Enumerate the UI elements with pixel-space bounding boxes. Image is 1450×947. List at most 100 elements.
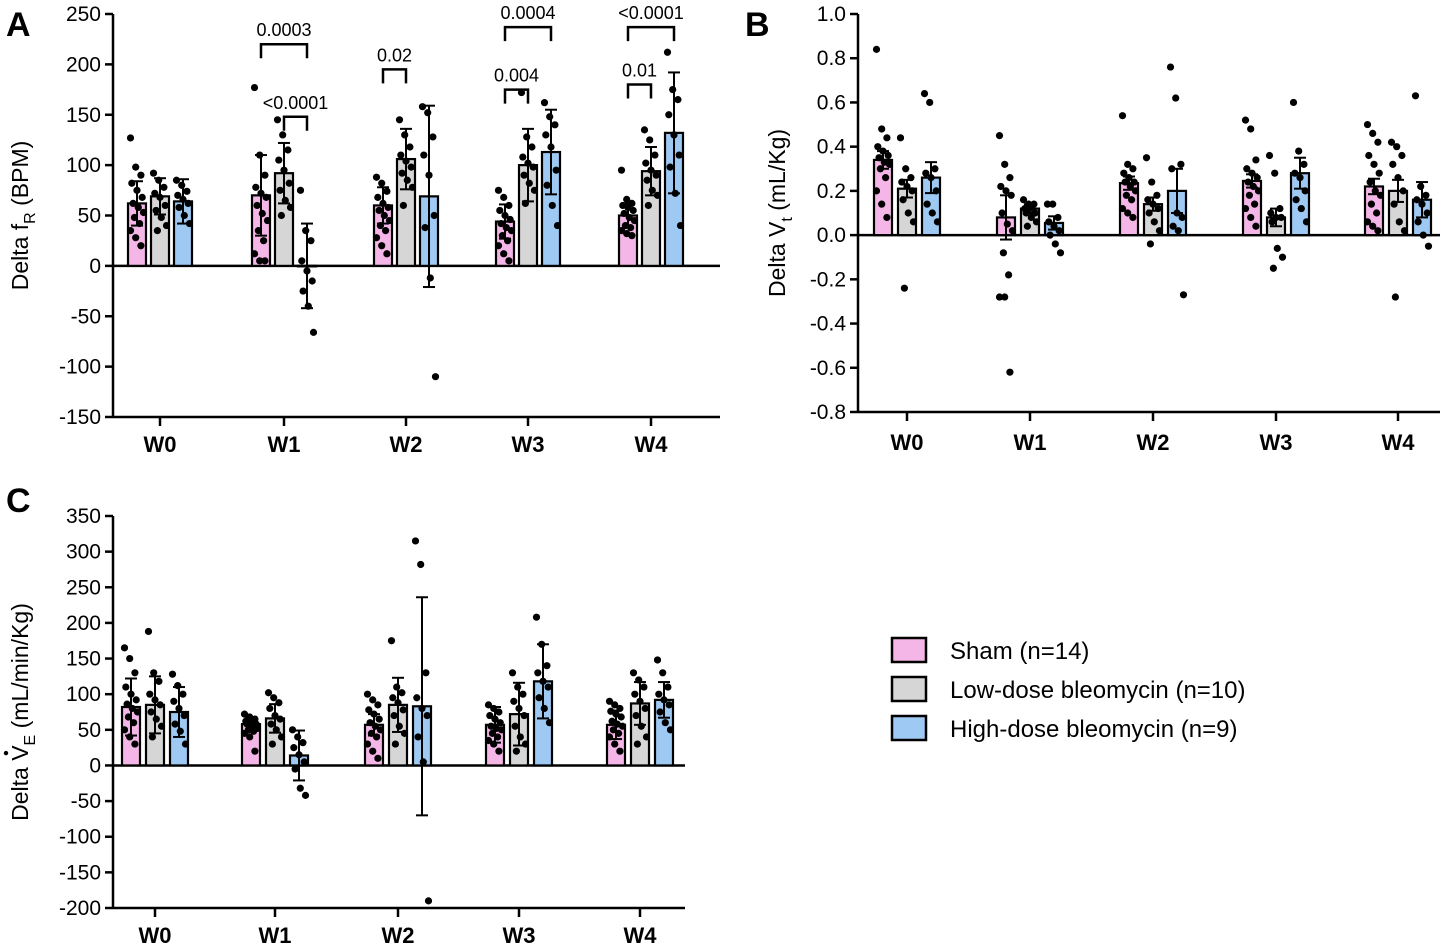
y-tick-label: -100 [59,356,101,379]
data-point-c-w2-high-dose [413,694,421,702]
data-point-a-w3-sham [504,237,512,245]
data-point-b-w3-sham [1243,165,1251,173]
data-point-a-w0-low-dose [152,206,160,215]
data-point-c-w0-high-dose [180,711,188,720]
data-point-c-w4-low-dose [642,733,651,741]
data-point-a-w2-low-dose [403,176,411,184]
data-point-a-w4-low-dose [648,186,656,194]
data-point-a-w2-high-dose [418,103,427,111]
data-point-b-w0-sham [874,143,882,151]
data-point-b-w2-sham [1129,165,1137,173]
y-tick-label: 300 [66,541,101,564]
y-tick-label: 0.4 [817,136,847,159]
data-point-c-w3-high-dose [544,683,552,691]
data-point-c-w1-high-dose [299,739,307,747]
data-point-a-w3-sham [500,193,508,201]
data-point-b-w2-sham [1120,169,1128,177]
data-point-b-w0-sham [882,174,890,182]
data-point-a-w2-high-dose [421,223,429,232]
data-point-b-w1-sham [998,209,1006,217]
data-point-b-w2-sham [1124,160,1132,168]
data-point-b-w3-low-dose [1268,218,1276,226]
data-point-c-w2-sham [363,690,372,698]
data-point-b-w3-high-dose [1289,98,1298,107]
data-point-b-w3-sham [1249,182,1257,191]
data-point-b-w1-sham [1006,174,1014,182]
data-point-b-w3-sham [1248,169,1256,177]
data-point-c-w1-sham [240,729,249,737]
y-axis-title-unit: (mL/min/Kg) [7,603,33,735]
data-point-a-w4-sham [617,166,626,174]
data-point-c-w4-low-dose [641,704,649,713]
y-axis-title-main: Delta f [7,223,33,290]
data-point-c-w2-sham [376,726,385,734]
data-point-a-w3-low-dose [524,159,532,167]
data-point-b-w4-sham [1369,222,1377,230]
data-point-b-w2-low-dose [1148,178,1156,186]
data-point-c-w3-low-dose [508,669,517,677]
data-point-b-w3-high-dose [1291,169,1299,177]
data-point-a-w4-low-dose [651,151,659,159]
data-point-b-w4-sham [1370,160,1378,168]
data-point-b-w1-high-dose [1043,200,1052,208]
data-point-b-w1-sham [1001,293,1009,301]
data-point-a-w0-low-dose [149,169,158,177]
data-point-a-w0-sham [132,163,140,171]
data-point-a-w0-sham [132,234,140,242]
y-tick-label: 150 [66,104,101,127]
data-point-a-w0-sham [130,213,138,222]
data-point-c-w4-high-dose [656,708,664,716]
category-label-w1: W1 [259,923,292,947]
data-point-a-w3-low-dose [529,163,537,171]
significance-bracket [259,42,309,59]
data-point-a-w0-low-dose [155,176,163,184]
data-point-a-w3-sham [497,219,505,228]
data-point-a-w0-low-dose [161,201,169,210]
data-point-a-w2-sham [382,227,390,235]
data-point-c-w2-sham [366,719,374,727]
data-point-c-w2-sham [374,701,382,709]
data-point-a-w1-low-dose [279,131,287,139]
data-point-b-w0-low-dose [904,209,912,217]
data-point-a-w0-sham [138,193,146,201]
data-point-b-w3-low-dose [1278,253,1287,261]
data-point-b-w4-high-dose [1419,231,1427,239]
y-tick-label: 150 [66,648,101,671]
data-point-a-w3-high-dose [542,131,550,139]
data-point-c-w1-high-dose [290,744,298,752]
category-label-w1: W1 [268,432,301,457]
data-point-b-w1-sham [1005,271,1013,279]
data-point-c-w4-high-dose [664,683,672,691]
data-point-c-w4-sham [611,701,619,709]
data-point-c-w2-low-dose [394,699,402,707]
data-point-c-w0-sham [132,696,140,704]
data-point-c-w0-high-dose [174,682,182,690]
data-point-c-w3-sham [496,719,504,727]
data-point-c-w0-sham [131,740,139,748]
data-point-b-w0-high-dose [923,200,931,208]
data-point-c-w2-sham [375,715,383,723]
data-point-b-w4-high-dose [1414,218,1422,226]
data-point-a-w4-sham [628,232,636,240]
data-point-b-w1-high-dose [1045,218,1053,226]
data-point-b-w1-high-dose [1046,231,1054,239]
data-point-b-w4-high-dose [1418,200,1426,208]
data-point-b-w0-sham [883,134,891,142]
data-point-c-w3-sham [495,747,503,755]
data-point-c-w2-sham [370,710,378,718]
data-point-a-w1-low-dose [281,196,289,204]
data-point-a-w0-low-dose [156,193,164,201]
data-point-b-w2-sham [1129,213,1137,222]
data-point-b-w4-sham [1373,209,1381,217]
data-point-b-w4-low-dose [1398,151,1406,160]
data-point-c-w0-sham [123,700,131,708]
data-point-a-w4-sham [617,227,626,235]
data-point-c-w2-low-dose [387,637,396,645]
y-tick-label: -200 [59,897,101,920]
y-tick-label: 200 [66,612,101,635]
data-point-b-w4-sham [1365,151,1373,160]
data-point-a-w0-sham [137,171,145,179]
data-point-a-w1-low-dose [284,146,292,154]
y-tick-label: -50 [71,305,101,328]
